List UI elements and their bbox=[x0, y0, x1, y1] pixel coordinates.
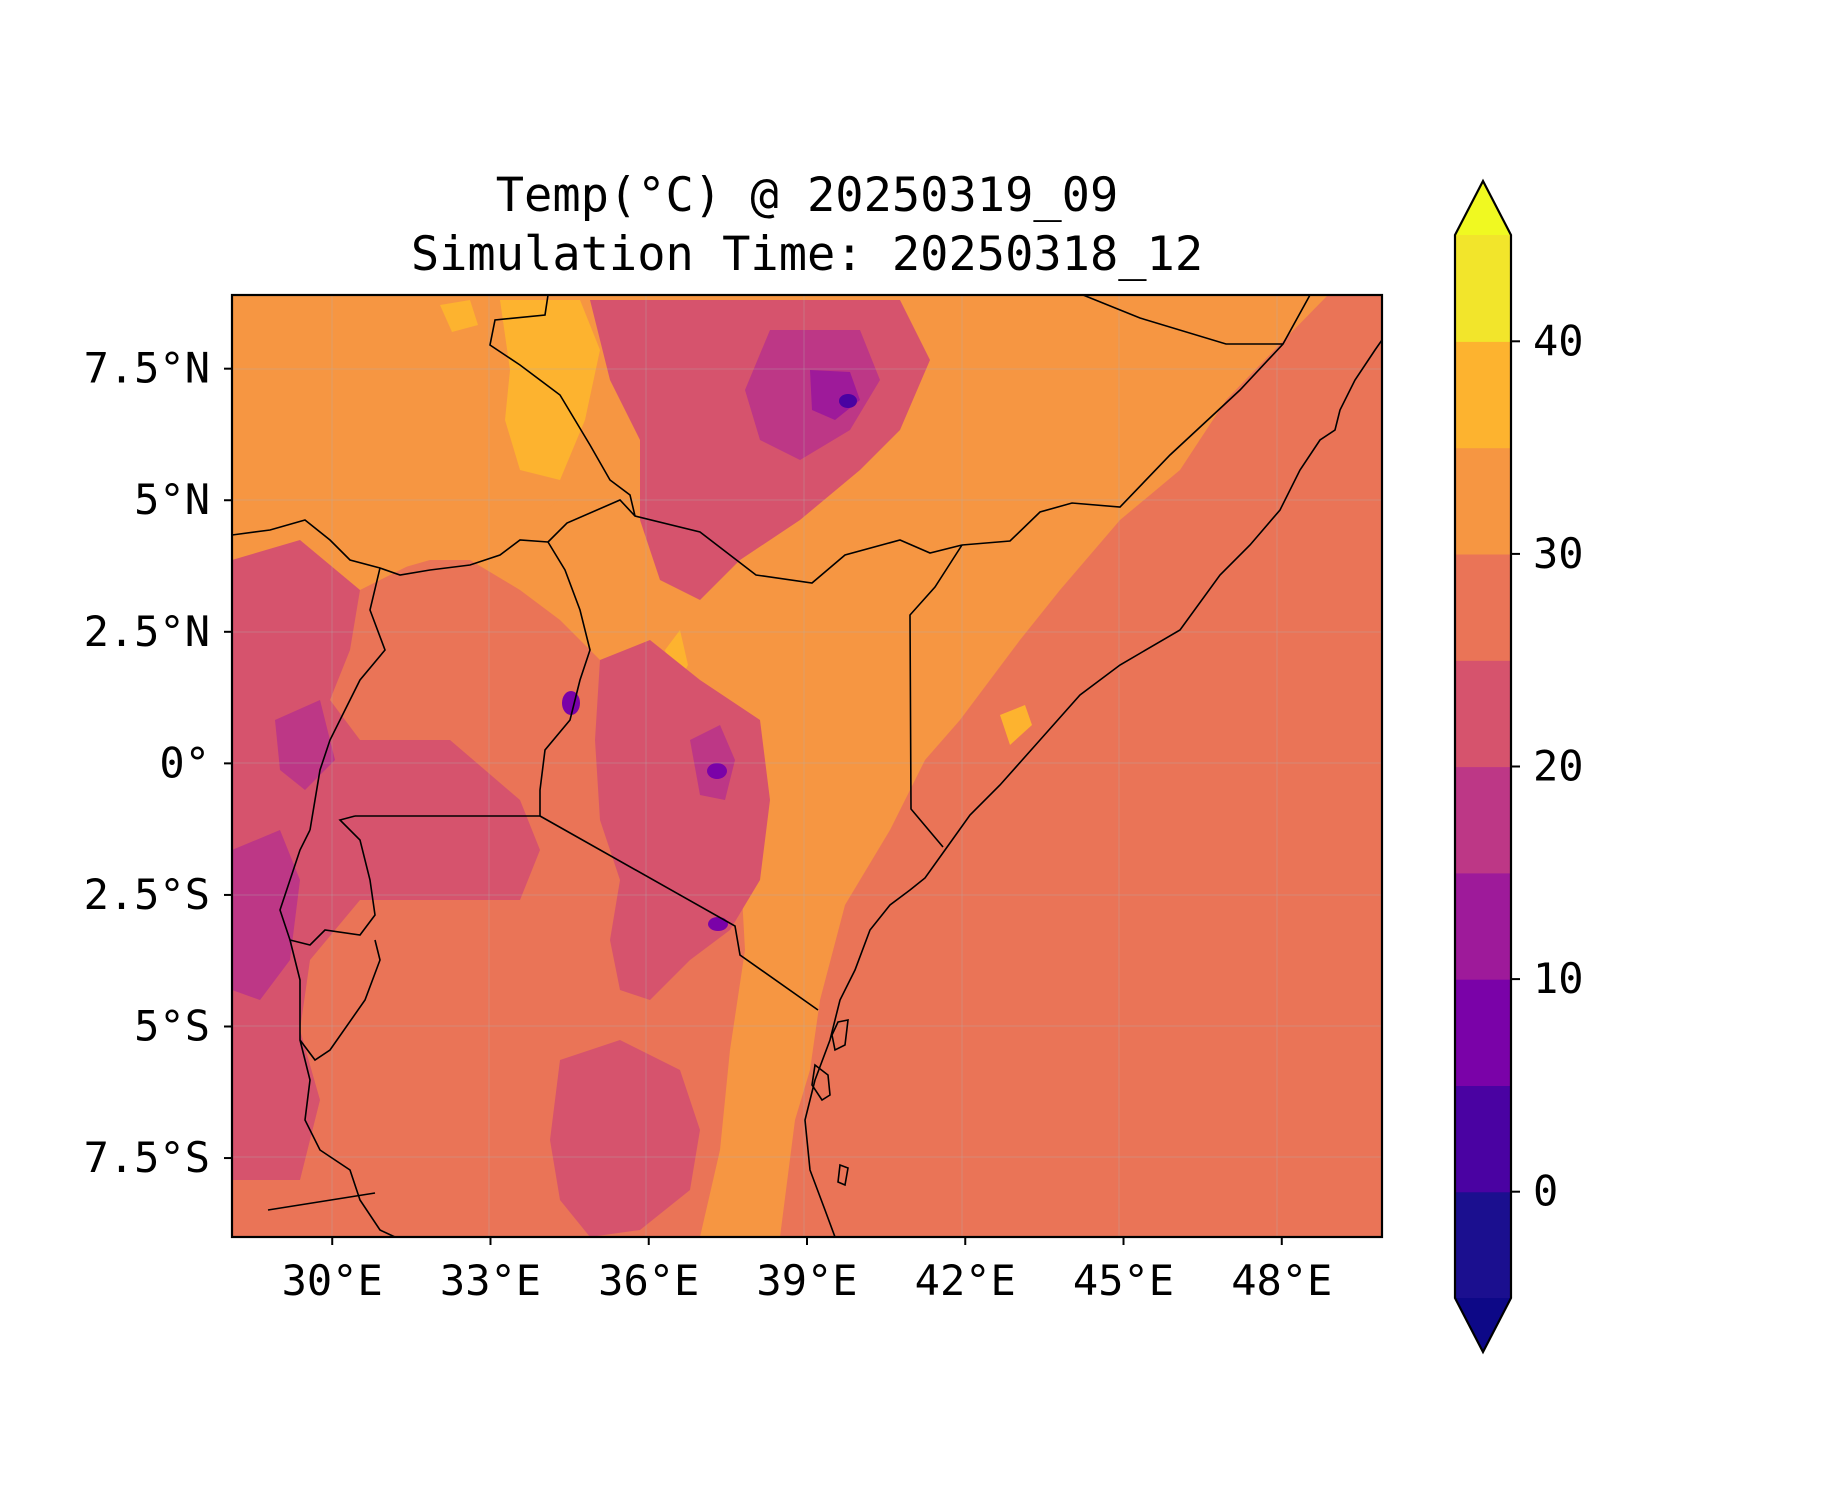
highland-coldest-spot bbox=[839, 394, 857, 408]
colorbar-band bbox=[1455, 447, 1511, 555]
colorbar-under-extension bbox=[1455, 1298, 1511, 1352]
kilimanjaro-cold-spot bbox=[708, 917, 728, 931]
border-ethiopia-somalia bbox=[961, 295, 1311, 546]
border-burundi-tanzania bbox=[289, 939, 381, 1062]
lon-tick-label: 30°E bbox=[282, 1256, 383, 1305]
map-panel bbox=[232, 295, 1382, 1237]
colorbar-tick-label: 30 bbox=[1533, 529, 1584, 578]
kenya-cold-core bbox=[690, 725, 735, 800]
border-south-sudan-uganda bbox=[232, 519, 549, 576]
colorbar-tick-label: 40 bbox=[1533, 316, 1584, 365]
border-uganda-kenya bbox=[539, 541, 591, 816]
chart-title-line1: Temp(°C) @ 20250319_09 bbox=[495, 168, 1119, 223]
colorbar-band bbox=[1455, 872, 1511, 980]
border-lake-tanganyika bbox=[299, 1039, 396, 1237]
colorbar-tick-label: 20 bbox=[1533, 742, 1584, 791]
lat-tick-label: 7.5°S bbox=[84, 1133, 210, 1182]
colorbar-band bbox=[1455, 341, 1511, 449]
border-south-sudan-ethiopia bbox=[489, 295, 636, 517]
mt-kenya-cold-spot bbox=[707, 763, 727, 779]
chart-title-line2: Simulation Time: 20250318_12 bbox=[410, 227, 1204, 282]
colorbar-outline bbox=[1453, 178, 1513, 1355]
colorbar-tick-label: 10 bbox=[1533, 954, 1584, 1003]
lon-tick-label: 39°E bbox=[756, 1256, 857, 1305]
colorbar-band bbox=[1455, 979, 1511, 1086]
border-somaliland bbox=[1082, 295, 1283, 345]
rwenzori-cold bbox=[232, 830, 300, 1000]
colorbar-band bbox=[1455, 553, 1511, 661]
colorbar-band bbox=[1455, 766, 1511, 874]
lat-tick-label: 7.5°N bbox=[84, 344, 210, 393]
great-lakes-cool bbox=[232, 540, 540, 1180]
colorbar bbox=[1453, 178, 1513, 1355]
pemba-island bbox=[831, 1018, 849, 1052]
colorbar-band bbox=[1455, 660, 1511, 768]
colorbar-band bbox=[1455, 1085, 1511, 1193]
hot-pocket-north bbox=[500, 300, 600, 480]
elgon-cold-spot bbox=[562, 691, 580, 715]
border-kenya-ethiopia bbox=[547, 499, 963, 584]
border-rwanda-burundi bbox=[279, 815, 376, 946]
lat-tick-label: 2.5°N bbox=[84, 607, 210, 656]
colorbar-band bbox=[1455, 1191, 1511, 1299]
colorbar-band bbox=[1455, 235, 1511, 342]
mafia-island bbox=[837, 1163, 849, 1187]
colorbar-over-extension bbox=[1455, 181, 1511, 235]
lon-axis: 30°E 33°E 36°E 39°E 42°E 45°E 48°E bbox=[282, 1237, 1332, 1305]
lat-tick-label: 5°N bbox=[134, 475, 210, 524]
border-uganda-west bbox=[309, 567, 386, 831]
graticule bbox=[232, 295, 1382, 1237]
lat-axis: 7.5°N 5°N 2.5°N 0° 2.5°S 5°S 7.5°S bbox=[84, 344, 232, 1182]
lon-tick-label: 36°E bbox=[598, 1256, 699, 1305]
lon-tick-label: 42°E bbox=[915, 1256, 1016, 1305]
colorbar-tick-label: 0 bbox=[1533, 1167, 1558, 1216]
zanzibar-island bbox=[811, 1063, 831, 1102]
lon-tick-label: 48°E bbox=[1231, 1256, 1332, 1305]
boundaries bbox=[232, 295, 1382, 1237]
hot-pocket-somalia bbox=[1000, 705, 1032, 745]
kenyan-highlands-cool bbox=[595, 640, 770, 1000]
lat-tick-label: 2.5°S bbox=[84, 870, 210, 919]
tanzania-highlands-cool bbox=[550, 1040, 700, 1237]
hot-pocket-west bbox=[440, 300, 478, 332]
lon-tick-label: 33°E bbox=[440, 1256, 541, 1305]
lat-tick-label: 0° bbox=[159, 738, 210, 787]
south-sudan-warm bbox=[232, 295, 590, 580]
lat-tick-label: 5°S bbox=[134, 1001, 210, 1050]
border-kenya-somalia bbox=[909, 544, 963, 848]
border-tanzania-zambia bbox=[267, 1192, 376, 1211]
coastline bbox=[804, 339, 1382, 1237]
lon-tick-label: 45°E bbox=[1073, 1256, 1174, 1305]
colorbar-axis: 0 10 20 30 40 bbox=[1511, 316, 1584, 1216]
border-kenya-tanzania bbox=[539, 815, 819, 1011]
